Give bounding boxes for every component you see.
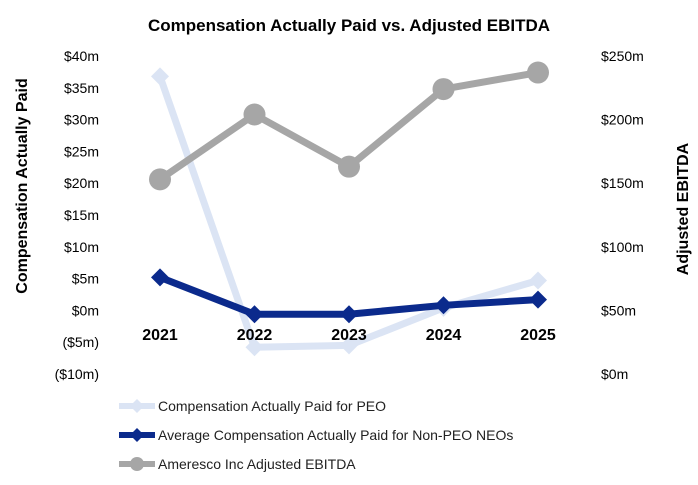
left-axis-ticks: $40m $35m $30m $25m $20m $15m $10m $5m $0m ($5m) (…: [55, 48, 99, 382]
data-point: [434, 296, 453, 315]
right-tick-label: $250m: [601, 48, 644, 64]
right-axis-title: Adjusted EBITDA: [675, 142, 692, 275]
data-point: [245, 305, 264, 324]
data-point: [529, 271, 547, 290]
left-tick-label: $35m: [64, 80, 99, 96]
legend: Compensation Actually Paid for PEO Averag…: [119, 398, 513, 472]
left-tick-label: $10m: [64, 239, 99, 255]
data-point: [151, 268, 169, 287]
left-tick-label: $0m: [72, 302, 99, 318]
legend-item: Ameresco Inc Adjusted EBITDA: [119, 456, 356, 472]
legend-marker: [130, 457, 144, 471]
left-tick-label: ($5m): [62, 334, 99, 350]
series-1: [151, 67, 547, 357]
legend-marker: [130, 399, 144, 413]
left-axis-title: Compensation Actually Paid: [14, 78, 31, 293]
data-point: [338, 155, 360, 178]
data-point: [243, 103, 266, 126]
right-tick-label: $50m: [601, 302, 636, 318]
series-2: [151, 268, 547, 324]
left-tick-label: $15m: [64, 207, 99, 223]
right-tick-label: $150m: [601, 175, 644, 191]
left-tick-label: $5m: [72, 271, 99, 287]
right-tick-label: $0m: [601, 366, 628, 382]
left-tick-label: $25m: [64, 143, 99, 159]
legend-label: Ameresco Inc Adjusted EBITDA: [158, 456, 356, 472]
legend-label: Average Compensation Actually Paid for N…: [158, 427, 513, 443]
left-tick-label: $40m: [64, 48, 99, 64]
right-axis-ticks: $250m $200m $150m $100m $50m $0m: [601, 48, 644, 382]
right-tick-label: $100m: [601, 239, 644, 255]
category-label: 2023: [331, 327, 367, 344]
series-layer: [149, 61, 549, 357]
legend-marker: [130, 428, 144, 442]
category-label: 2021: [142, 327, 178, 344]
category-labels: 2021 2022 2023 2024 2025: [142, 327, 556, 344]
data-point: [149, 168, 171, 191]
series-3: [149, 61, 549, 191]
data-point: [527, 61, 549, 84]
category-label: 2024: [426, 327, 462, 344]
data-point: [151, 67, 169, 86]
chart-title: Compensation Actually Paid vs. Adjusted …: [148, 16, 550, 35]
legend-label: Compensation Actually Paid for PEO: [158, 398, 386, 414]
legend-item: Compensation Actually Paid for PEO: [119, 398, 386, 414]
data-point: [529, 290, 547, 309]
data-point: [245, 338, 264, 357]
category-label: 2022: [237, 327, 273, 344]
category-label: 2025: [520, 327, 556, 344]
left-tick-label: $20m: [64, 175, 99, 191]
right-tick-label: $200m: [601, 112, 644, 128]
legend-item: Average Compensation Actually Paid for N…: [119, 427, 513, 443]
data-point: [432, 78, 455, 101]
data-point: [340, 336, 358, 355]
data-point: [340, 305, 358, 324]
left-tick-label: $30m: [64, 112, 99, 128]
left-tick-label: ($10m): [55, 366, 99, 382]
